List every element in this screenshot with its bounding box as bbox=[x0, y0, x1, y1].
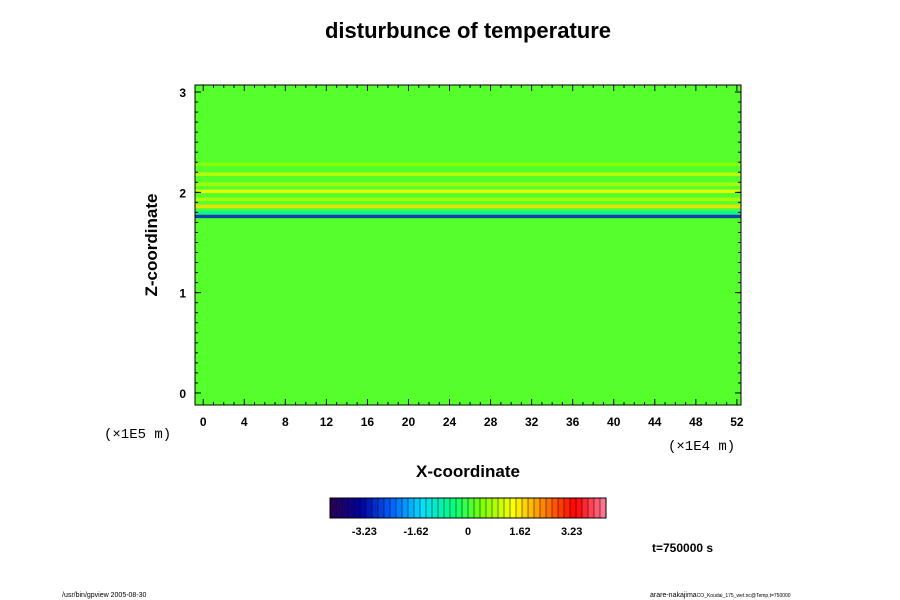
x-tick-label: 44 bbox=[648, 415, 662, 429]
x-tick-label: 12 bbox=[320, 415, 334, 429]
x-axis-unit: (×1E4 m) bbox=[668, 439, 735, 455]
x-tick-label: 4 bbox=[241, 415, 248, 429]
colorbar-cell bbox=[426, 498, 433, 518]
colorbar-cell bbox=[408, 498, 415, 518]
colorbar-cell bbox=[438, 498, 445, 518]
colorbar-cell bbox=[498, 498, 505, 518]
y-tick-label: 1 bbox=[179, 287, 186, 301]
footer-right: arare-nakajimaCO_Koudai_175_wet.nc@Temp,… bbox=[650, 592, 791, 599]
y-tick-label: 3 bbox=[179, 86, 186, 100]
colorbar-cell bbox=[540, 498, 547, 518]
y-tick-label: 0 bbox=[179, 387, 186, 401]
time-label: t=750000 s bbox=[652, 541, 713, 555]
x-tick-label: 40 bbox=[607, 415, 621, 429]
colorbar-cell bbox=[390, 498, 397, 518]
feature-band-4 bbox=[195, 189, 741, 194]
colorbar-cell bbox=[504, 498, 511, 518]
colorbar-cell bbox=[420, 498, 427, 518]
colorbar-cell bbox=[468, 498, 475, 518]
feature-band-3 bbox=[195, 197, 741, 202]
colorbar-tick-label: -3.23 bbox=[352, 526, 377, 538]
colorbar-cell bbox=[480, 498, 487, 518]
colorbar-cell bbox=[342, 498, 349, 518]
axis-ticks bbox=[195, 85, 741, 405]
colorbar-cell bbox=[564, 498, 571, 518]
colorbar-cell bbox=[432, 498, 439, 518]
y-tick-labels: 0 1 2 3 bbox=[179, 86, 186, 401]
colorbar-cell bbox=[534, 498, 541, 518]
feature-band-2 bbox=[195, 204, 741, 209]
colorbar-cell bbox=[558, 498, 565, 518]
colorbar-cell bbox=[402, 498, 409, 518]
colorbar-cell bbox=[576, 498, 583, 518]
colorbar-cell bbox=[414, 498, 421, 518]
x-tick-label: 16 bbox=[361, 415, 375, 429]
colorbar-cell bbox=[378, 498, 385, 518]
x-tick-label: 20 bbox=[402, 415, 416, 429]
colorbar-tick-labels: -3.23 -1.62 0 1.62 3.23 bbox=[352, 526, 583, 538]
colorbar-cell bbox=[360, 498, 367, 518]
y-tick-label: 2 bbox=[179, 186, 186, 200]
colorbar-cell bbox=[462, 498, 469, 518]
colorbar bbox=[330, 498, 607, 518]
feature-band-0 bbox=[195, 214, 741, 219]
colorbar-cell bbox=[528, 498, 535, 518]
feature-band-7 bbox=[195, 162, 741, 167]
colorbar-cell bbox=[366, 498, 373, 518]
colorbar-cell bbox=[516, 498, 523, 518]
colorbar-cell bbox=[522, 498, 529, 518]
temperature-features bbox=[195, 162, 741, 219]
colorbar-cell bbox=[486, 498, 493, 518]
plot-background bbox=[195, 85, 741, 405]
x-axis-label: X-coordinate bbox=[416, 462, 520, 481]
colorbar-cell bbox=[594, 498, 601, 518]
colorbar-cell bbox=[354, 498, 361, 518]
colorbar-cell bbox=[492, 498, 499, 518]
colorbar-cell bbox=[336, 498, 343, 518]
colorbar-cell bbox=[456, 498, 463, 518]
colorbar-frame bbox=[329, 497, 607, 519]
colorbar-cell bbox=[474, 498, 481, 518]
chart-title: disturbunce of temperature bbox=[325, 18, 611, 43]
feature-band-5 bbox=[195, 182, 741, 187]
x-tick-label: 24 bbox=[443, 415, 457, 429]
x-tick-label: 36 bbox=[566, 415, 580, 429]
colorbar-tick-label: 1.62 bbox=[509, 526, 530, 538]
x-tick-label: 8 bbox=[282, 415, 289, 429]
x-tick-label: 52 bbox=[730, 415, 744, 429]
plot-frame bbox=[194, 84, 742, 406]
colorbar-cell bbox=[396, 498, 403, 518]
x-tick-label: 28 bbox=[484, 415, 498, 429]
y-axis-label: Z-coordinate bbox=[142, 194, 161, 297]
colorbar-cell bbox=[546, 498, 553, 518]
colorbar-cell bbox=[450, 498, 457, 518]
x-tick-label: 48 bbox=[689, 415, 703, 429]
colorbar-cell bbox=[444, 498, 451, 518]
colorbar-cell bbox=[582, 498, 589, 518]
footer-left: /usr/bin/gpview 2005-08-30 bbox=[62, 592, 147, 599]
colorbar-cell bbox=[570, 498, 577, 518]
colorbar-tick-label: 0 bbox=[465, 526, 471, 538]
footer-right-sub: CO_Koudai_175_wet.nc@Temp,t=750000 bbox=[697, 593, 791, 599]
x-tick-labels: 0 4 8 12 16 20 24 28 32 36 40 44 48 52 bbox=[200, 415, 744, 429]
x-tick-label: 0 bbox=[200, 415, 207, 429]
colorbar-cell bbox=[552, 498, 559, 518]
feature-band-1 bbox=[195, 210, 741, 215]
colorbar-cell bbox=[384, 498, 391, 518]
colorbar-cell bbox=[510, 498, 517, 518]
colorbar-tick-label: -1.62 bbox=[403, 526, 428, 538]
y-axis-unit: (×1E5 m) bbox=[104, 427, 171, 443]
feature-band-6 bbox=[195, 172, 741, 177]
colorbar-cell bbox=[330, 498, 337, 518]
colorbar-tick-label: 3.23 bbox=[561, 526, 582, 538]
colorbar-cell bbox=[600, 498, 607, 518]
colorbar-cell bbox=[372, 498, 379, 518]
colorbar-cell bbox=[588, 498, 595, 518]
colorbar-cell bbox=[348, 498, 355, 518]
x-tick-label: 32 bbox=[525, 415, 539, 429]
footer-right-main: arare-nakajima bbox=[650, 592, 697, 599]
